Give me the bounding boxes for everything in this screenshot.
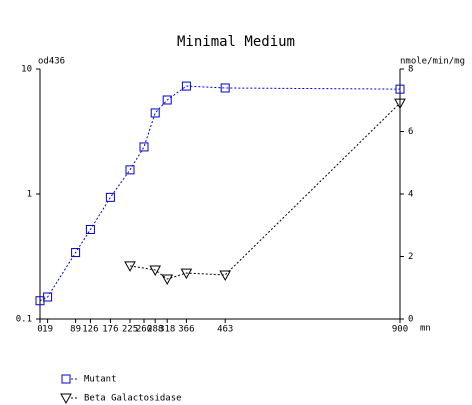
x-tick-label: 176 <box>102 325 118 335</box>
y2-axis-label: nmole/min/mg <box>400 57 465 67</box>
data-point <box>161 274 174 286</box>
y2-tick-label: 6 <box>408 127 413 137</box>
data-point <box>181 81 191 91</box>
data-point <box>124 261 136 272</box>
data-point <box>85 224 95 234</box>
data-point <box>180 268 193 280</box>
y2-tick-label: 0 <box>408 315 413 325</box>
legend-label: Mutant <box>84 375 117 385</box>
data-point <box>43 292 53 302</box>
x-tick-label: 900 <box>392 325 408 335</box>
data-point <box>162 95 172 105</box>
x-axis-label: mn <box>420 324 431 334</box>
data-point <box>219 270 232 281</box>
data-point <box>150 108 160 118</box>
data-point <box>105 192 115 202</box>
series-line <box>39 85 401 302</box>
legend-marker <box>61 374 71 384</box>
legend-marker <box>60 393 72 405</box>
data-point <box>71 248 81 258</box>
x-tick-label: 366 <box>178 325 194 335</box>
y-axis-label: od436 <box>38 57 65 67</box>
x-tick-label: 0 <box>37 325 42 335</box>
data-point <box>125 165 135 175</box>
y2-tick-label: 2 <box>408 252 413 262</box>
x-tick-label: 225 <box>122 325 138 335</box>
x-tick-label: 89 <box>70 325 81 335</box>
y-tick-label: 1 <box>27 190 32 200</box>
data-point <box>149 265 162 276</box>
data-point <box>394 98 406 110</box>
chart-title: Minimal Medium <box>177 34 295 50</box>
data-point <box>139 142 149 152</box>
y2-tick-label: 4 <box>408 190 413 200</box>
y-tick-label: 10 <box>21 65 32 75</box>
x-tick-label: 260 <box>136 325 152 335</box>
x-tick-label: 126 <box>82 325 98 335</box>
legend-label: Beta Galactosidase <box>84 394 182 404</box>
x-tick-label: 19 <box>42 325 53 335</box>
x-tick-label: 288 <box>147 325 163 335</box>
y-tick-label: 0.1 <box>16 315 32 325</box>
x-tick-label: 463 <box>217 325 233 335</box>
data-point <box>220 83 230 93</box>
series-line <box>129 102 401 280</box>
x-tick-label: 318 <box>159 325 175 335</box>
y2-tick-label: 8 <box>408 65 413 75</box>
data-point <box>395 84 405 94</box>
